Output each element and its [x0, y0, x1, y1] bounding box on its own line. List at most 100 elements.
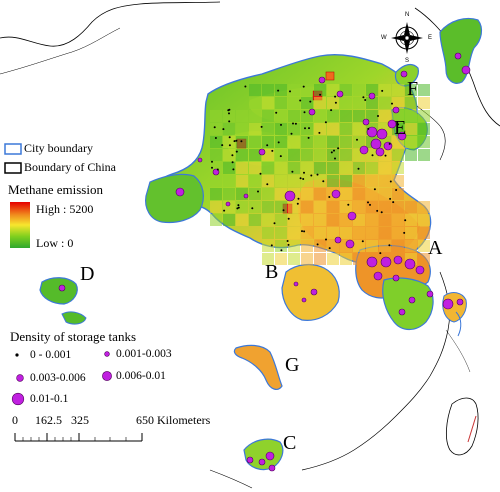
storage-tank-dot — [307, 136, 310, 139]
storage-tank-dot — [277, 141, 280, 144]
emission-cell — [223, 123, 235, 135]
region-label-g: G — [285, 354, 300, 376]
storage-tank-marker — [336, 90, 344, 98]
legend-emission-low: Low : 0 — [36, 236, 74, 250]
storage-tank-marker — [400, 70, 408, 78]
emission-cell — [210, 188, 222, 200]
emission-cell — [210, 214, 222, 226]
storage-tank-dot — [388, 142, 391, 145]
emission-cell — [366, 240, 378, 252]
storage-tank-dot — [271, 149, 274, 152]
storage-tank-dot — [251, 207, 254, 210]
emission-cell — [262, 110, 274, 122]
emission-cell — [210, 136, 222, 148]
storage-tank-marker — [383, 141, 393, 151]
emission-cell — [301, 175, 313, 187]
emission-cell — [262, 240, 274, 252]
emission-cell — [288, 97, 300, 109]
emission-cell — [210, 123, 222, 135]
storage-tank-dot — [228, 136, 231, 139]
emission-cell — [405, 136, 417, 148]
emission-cell — [327, 136, 339, 148]
emission-cell — [379, 240, 391, 252]
storage-tank-marker — [308, 108, 316, 116]
emission-cell — [262, 253, 274, 265]
emission-cell — [327, 201, 339, 213]
scale-tick-325: 325 — [71, 413, 89, 427]
storage-tank-dot — [211, 166, 213, 169]
storage-tank-dot — [235, 139, 238, 142]
emission-cell — [392, 201, 404, 213]
storage-tank-marker — [461, 65, 471, 75]
compass-n: N — [405, 12, 410, 18]
storage-tank-marker — [376, 128, 388, 140]
emission-cell — [405, 84, 417, 96]
storage-tank-dot — [291, 170, 294, 173]
emission-cell — [353, 97, 365, 109]
legend-tank-class-5: 0.01-0.1 — [30, 393, 69, 405]
emission-cell — [301, 97, 313, 109]
storage-tank-dot — [302, 178, 305, 180]
tank-symbol-2 — [104, 351, 110, 357]
storage-tank-dot — [403, 231, 406, 234]
storage-tank-dot — [289, 90, 291, 93]
emission-cell — [236, 123, 248, 135]
emission-cell — [249, 149, 261, 161]
emission-cell — [340, 188, 352, 200]
storage-tank-dot — [235, 150, 238, 153]
storage-tank-marker — [373, 271, 383, 281]
emission-cell — [418, 227, 430, 239]
emission-cell — [405, 110, 417, 122]
region-d-island — [61, 311, 87, 325]
storage-tank-marker — [456, 298, 464, 306]
emission-cell — [275, 84, 287, 96]
legend-city-boundary-label: City boundary — [24, 141, 93, 155]
storage-tank-dot — [216, 168, 219, 171]
scale-tick-162: 162.5 — [35, 413, 62, 427]
storage-tank-dot — [227, 109, 230, 112]
emission-cell — [353, 84, 365, 96]
emission-cell — [275, 175, 287, 187]
compass-e: E — [428, 35, 433, 41]
storage-tank-dot — [299, 99, 302, 102]
storage-tank-dot — [384, 154, 387, 157]
storage-tank-dot — [290, 132, 293, 135]
emission-cell — [275, 136, 287, 148]
emission-cell — [236, 162, 248, 174]
legend-china-boundary-label: Boundary of China — [24, 160, 116, 174]
storage-tank-dot — [322, 180, 325, 183]
storage-tank-marker — [387, 119, 397, 129]
storage-tank-dot — [244, 85, 247, 88]
storage-tank-marker — [268, 464, 276, 472]
emission-cell — [418, 149, 430, 161]
storage-tank-dot — [228, 112, 230, 115]
emission-cell — [405, 201, 417, 213]
storage-tank-marker — [243, 193, 249, 199]
emission-cell — [288, 110, 300, 122]
emission-cell — [301, 253, 313, 265]
storage-tank-markers — [58, 52, 471, 472]
storage-tank-dot — [362, 96, 365, 99]
emission-cell — [392, 214, 404, 226]
storage-tank-dot — [279, 155, 282, 158]
storage-tank-dot — [231, 154, 234, 157]
emission-cell — [262, 175, 274, 187]
emission-cell — [314, 84, 326, 96]
storage-tank-dot — [392, 201, 395, 204]
storage-tank-dot — [232, 168, 235, 171]
emission-cell — [223, 162, 235, 174]
storage-tank-dot — [270, 244, 273, 247]
emission-cell — [340, 162, 352, 174]
emission-cell — [314, 123, 326, 135]
legend-emission-title: Methane emission — [8, 182, 103, 197]
storage-tank-dot — [364, 99, 367, 101]
emission-cell — [249, 175, 261, 187]
emission-cell — [301, 162, 313, 174]
storage-tank-dot — [303, 111, 306, 114]
region-label-d: D — [80, 263, 95, 285]
storage-tank-marker — [197, 157, 203, 163]
emission-cell — [275, 123, 287, 135]
emission-cell — [405, 123, 417, 135]
tank-symbol-1 — [15, 353, 19, 357]
emission-cell — [262, 188, 274, 200]
